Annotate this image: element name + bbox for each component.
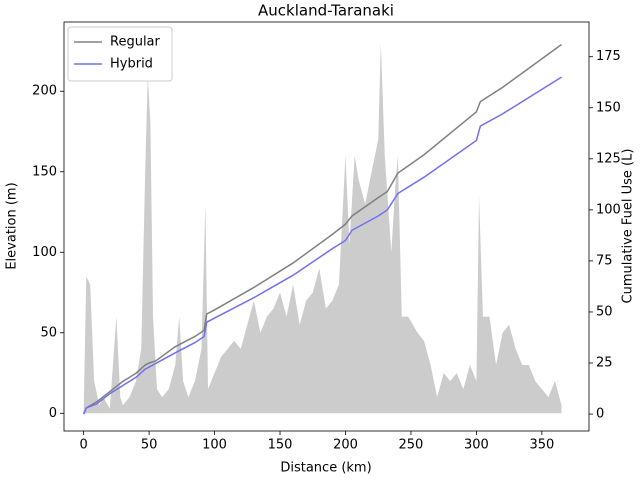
y2-tick-label: 100 — [596, 202, 621, 217]
fuel-line — [82, 76, 562, 415]
y-tick-label: 50 — [40, 325, 57, 340]
legend-label: Regular — [110, 35, 161, 50]
fuel-line — [82, 43, 562, 415]
x-tick-label: 0 — [79, 438, 87, 453]
x-axis-label: Distance (km) — [280, 461, 371, 476]
legend-box — [67, 26, 173, 82]
chart-title: Auckland-Taranaki — [258, 2, 394, 20]
x-tick-label: 100 — [202, 438, 227, 453]
y-tick-label: 100 — [32, 245, 57, 260]
legend-label: Hybrid — [110, 57, 153, 72]
y-tick-label: 200 — [32, 84, 57, 99]
x-tick-label: 200 — [333, 438, 358, 453]
plot-frame — [63, 21, 590, 432]
y2-tick-label: 125 — [596, 151, 621, 166]
x-tick-label: 150 — [268, 438, 293, 453]
y2-tick-label: 175 — [596, 49, 621, 64]
elevation-area — [83, 42, 562, 414]
y2-tick-label: 25 — [596, 356, 613, 371]
y2-tick-label: 0 — [596, 407, 604, 422]
x-tick-label: 50 — [141, 438, 158, 453]
y-tick-label: 0 — [49, 406, 57, 421]
y2-tick-label: 50 — [596, 304, 613, 319]
x-tick-label: 300 — [464, 438, 489, 453]
y-tick-label: 150 — [32, 164, 57, 179]
y-axis-label: Elevation (m) — [5, 182, 20, 269]
y2-tick-label: 75 — [596, 253, 613, 268]
x-tick-label: 250 — [399, 438, 424, 453]
x-tick-label: 350 — [529, 438, 554, 453]
y2-axis-label: Cumulative Fuel Use (L) — [621, 149, 636, 304]
y2-tick-label: 150 — [596, 100, 621, 115]
